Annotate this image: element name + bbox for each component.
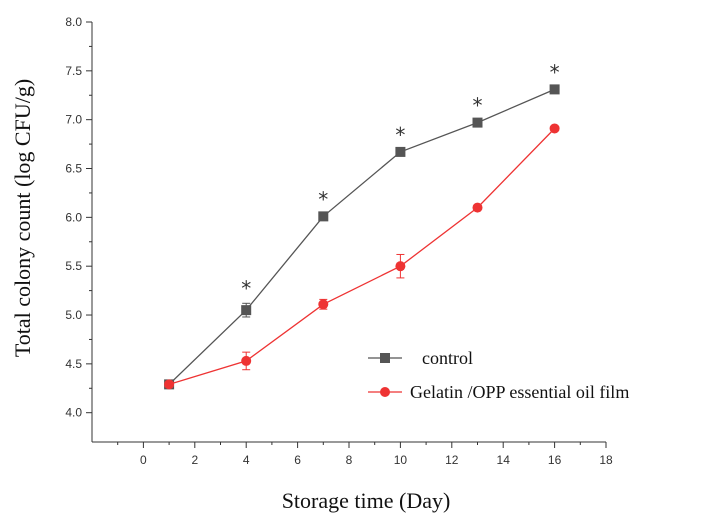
y-tick-label: 7.5 bbox=[65, 64, 82, 78]
y-axis-label: Total colony count (log CFU/g) bbox=[10, 79, 35, 357]
annotations: * * * * * bbox=[241, 60, 559, 300]
x-tick-label: 16 bbox=[548, 453, 562, 467]
series-line bbox=[168, 88, 555, 385]
y-tick-label: 8.0 bbox=[65, 15, 82, 29]
y-tick-label: 6.0 bbox=[65, 210, 82, 224]
series-line bbox=[168, 128, 556, 386]
x-ticks: 0 2 4 6 8 10 12 14 16 18 bbox=[117, 442, 613, 467]
y-tick-label: 4.5 bbox=[65, 357, 82, 371]
x-tick-label: 4 bbox=[243, 453, 250, 467]
data-point bbox=[164, 379, 175, 390]
x-axis-label: Storage time (Day) bbox=[282, 488, 451, 513]
series-control bbox=[164, 84, 560, 390]
axes bbox=[91, 22, 606, 443]
significance-marker: * bbox=[318, 187, 328, 211]
x-tick-label: 14 bbox=[497, 453, 511, 467]
legend-label-control: control bbox=[422, 348, 473, 368]
data-point bbox=[318, 211, 329, 222]
significance-marker: * bbox=[395, 123, 405, 147]
data-point bbox=[549, 84, 560, 95]
significance-marker: * bbox=[473, 94, 483, 118]
y-tick-label: 4.0 bbox=[65, 406, 82, 420]
legend-item-gelatin-film: Gelatin /OPP essential oil film bbox=[368, 382, 629, 402]
significance-marker: * bbox=[241, 276, 251, 300]
x-tick-label: 0 bbox=[140, 453, 147, 467]
legend-marker-gelatin-film bbox=[380, 387, 390, 397]
x-tick-label: 18 bbox=[599, 453, 613, 467]
x-tick-label: 2 bbox=[191, 453, 198, 467]
significance-marker: * bbox=[550, 60, 560, 84]
data-point bbox=[395, 261, 406, 272]
data-point bbox=[549, 123, 560, 134]
y-tick-label: 7.0 bbox=[65, 113, 82, 127]
y-tick-label: 5.5 bbox=[65, 259, 82, 273]
x-tick-label: 6 bbox=[294, 453, 301, 467]
x-tick-label: 10 bbox=[394, 453, 408, 467]
legend-marker-control bbox=[380, 353, 390, 363]
y-ticks: 4.0 4.5 5.0 5.5 6.0 6.5 7.0 7.5 8.0 bbox=[65, 15, 92, 420]
legend-item-control: control bbox=[368, 348, 473, 368]
data-point bbox=[472, 202, 483, 213]
x-tick-label: 8 bbox=[346, 453, 353, 467]
legend-label-gelatin-film: Gelatin /OPP essential oil film bbox=[410, 382, 629, 402]
data-point bbox=[318, 299, 329, 310]
y-tick-label: 5.0 bbox=[65, 308, 82, 322]
data-point bbox=[395, 146, 406, 157]
data-point bbox=[241, 355, 252, 366]
series-layer bbox=[164, 84, 560, 390]
data-point bbox=[241, 305, 252, 316]
x-tick-label: 12 bbox=[445, 453, 459, 467]
y-tick-label: 6.5 bbox=[65, 162, 82, 176]
legend: control Gelatin /OPP essential oil film bbox=[368, 348, 629, 402]
data-point bbox=[472, 117, 483, 128]
series-gelatin-film bbox=[164, 123, 560, 390]
